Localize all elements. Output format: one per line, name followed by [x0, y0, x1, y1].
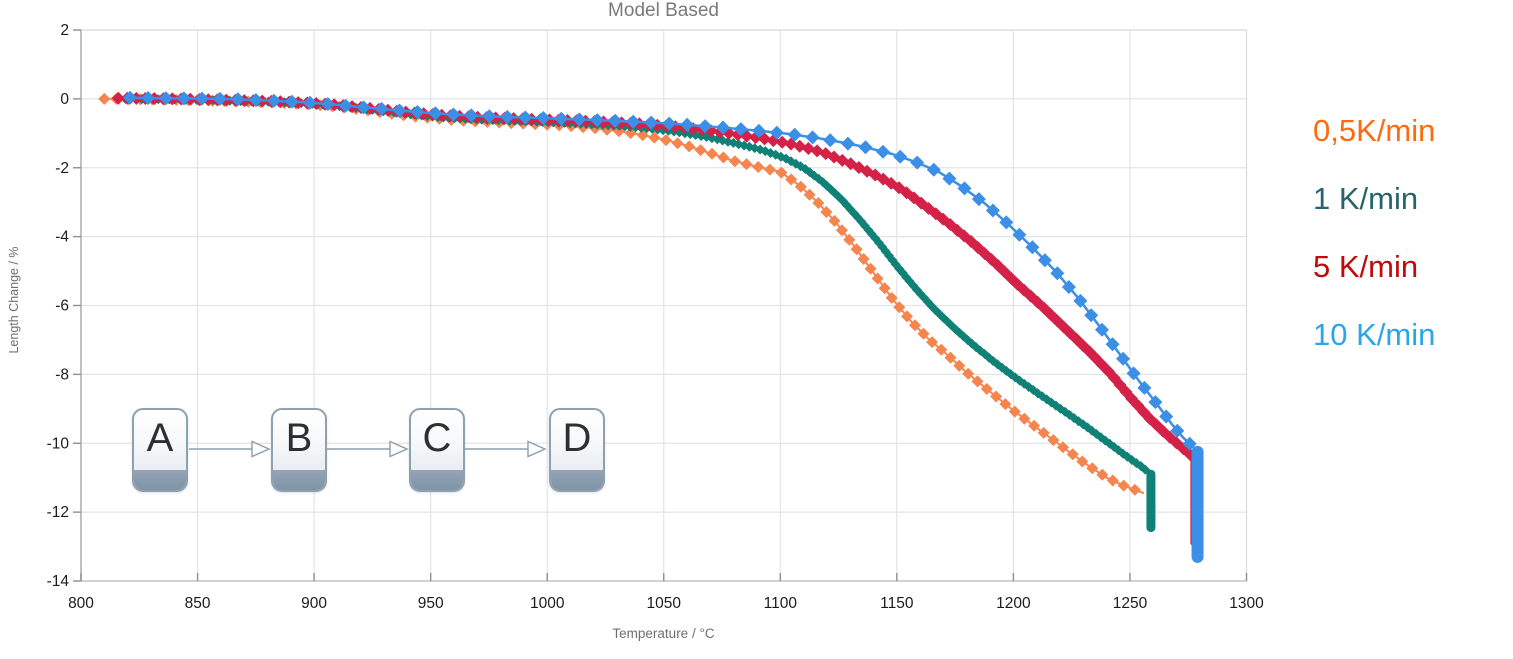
- x-tick-label-1050: 1050: [647, 595, 682, 612]
- x-tick-label-1000: 1000: [530, 595, 565, 612]
- series-line-5-k-min: [118, 96, 1194, 458]
- x-tick-label-1150: 1150: [880, 595, 914, 612]
- legend-item-0-5kmin: 0,5K/min: [1313, 113, 1436, 148]
- y-tick-label--10: -10: [47, 435, 70, 452]
- x-tick-label-1100: 1100: [764, 595, 798, 612]
- y-tick-label-2: 2: [60, 22, 69, 39]
- diagram-step-b-label: B: [285, 416, 313, 460]
- x-tick-label-1250: 1250: [1113, 595, 1148, 612]
- arrow-b-to-c-icon: [327, 440, 409, 458]
- y-tick-label--2: -2: [55, 160, 69, 177]
- x-tick-label-900: 900: [301, 595, 327, 612]
- diagram-step-d-footer: [551, 470, 603, 490]
- y-tick-label--12: -12: [47, 504, 69, 521]
- arrow-c-to-d-icon: [465, 440, 547, 458]
- series-markers-5-k-min: [111, 91, 1197, 462]
- diagram-step-c[interactable]: C: [409, 408, 465, 492]
- x-tick-label-1200: 1200: [996, 595, 1031, 612]
- arrow-a-to-b-icon: [189, 440, 271, 458]
- x-tick-label-950: 950: [418, 595, 444, 612]
- legend-item-5kmin: 5 K/min: [1313, 249, 1419, 284]
- x-tick-label-800: 800: [68, 595, 94, 612]
- diagram-step-c-label: C: [422, 416, 452, 460]
- y-tick-label--8: -8: [55, 366, 69, 383]
- series-markers-0-5k-min: [98, 92, 1141, 496]
- diagram-step-a-footer: [134, 470, 186, 490]
- diagram-step-d[interactable]: D: [549, 408, 605, 492]
- diagram-step-a-label: A: [146, 416, 174, 460]
- legend-item-1kmin: 1 K/min: [1313, 181, 1419, 216]
- x-axis-label: Temperature / °C: [612, 626, 715, 641]
- diagram-step-d-label: D: [562, 416, 592, 460]
- x-tick-label-850: 850: [185, 595, 211, 612]
- diagram-step-b-footer: [273, 470, 325, 490]
- y-tick-label-0: 0: [60, 91, 69, 108]
- x-tick-label-1300: 1300: [1229, 595, 1264, 612]
- diagram-step-c-footer: [411, 470, 463, 490]
- legend-item-10kmin: 10 K/min: [1313, 317, 1436, 352]
- series-line-0-5k-min: [104, 97, 1145, 495]
- series-markers-10-k-min: [123, 90, 1197, 451]
- y-tick-label--6: -6: [55, 298, 69, 315]
- y-axis-label: Length Change / %: [7, 246, 21, 354]
- diagram-step-a[interactable]: A: [132, 408, 188, 492]
- y-tick-label--4: -4: [55, 229, 69, 246]
- diagram-step-b[interactable]: B: [271, 408, 327, 492]
- chart-title: Model Based: [608, 0, 719, 21]
- y-tick-label--14: -14: [47, 573, 70, 590]
- legend: 0,5K/min 1 K/min 5 K/min 10 K/min: [1313, 114, 1435, 351]
